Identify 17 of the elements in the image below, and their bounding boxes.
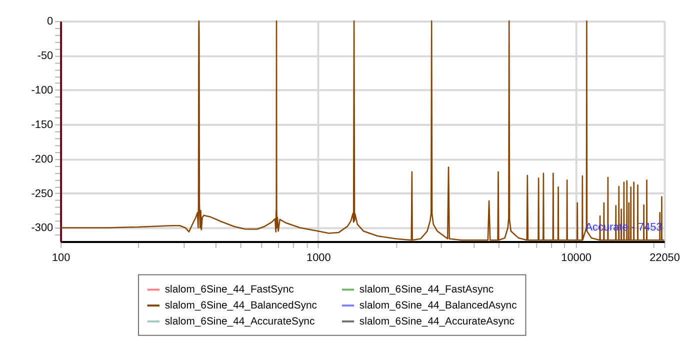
x-tick-label: 100 <box>52 252 70 264</box>
x-tick-label: 22050 <box>650 252 680 264</box>
x-tick-label: 1000 <box>306 252 331 264</box>
y-tick-label: 0 <box>47 16 54 28</box>
y-tick-label: -300 <box>31 222 54 234</box>
legend-label: slalom_6Sine_44_AccurateSync <box>164 316 315 328</box>
y-tick-label: -100 <box>31 84 54 96</box>
legend-label: slalom_6Sine_44_BalancedAsync <box>359 300 517 312</box>
y-tick-label: -50 <box>37 50 54 62</box>
legend-label: slalom_6Sine_44_FastSync <box>164 284 294 296</box>
legend-label: slalom_6Sine_44_FastAsync <box>359 284 494 296</box>
x-tick-label: 10000 <box>561 252 592 264</box>
legend-label: slalom_6Sine_44_AccurateAsync <box>359 316 514 328</box>
y-tick-label: -200 <box>31 153 54 166</box>
legend-label: slalom_6Sine_44_BalancedSync <box>164 300 317 312</box>
y-tick-label: -250 <box>31 188 54 200</box>
y-tick-label: -150 <box>31 118 54 131</box>
